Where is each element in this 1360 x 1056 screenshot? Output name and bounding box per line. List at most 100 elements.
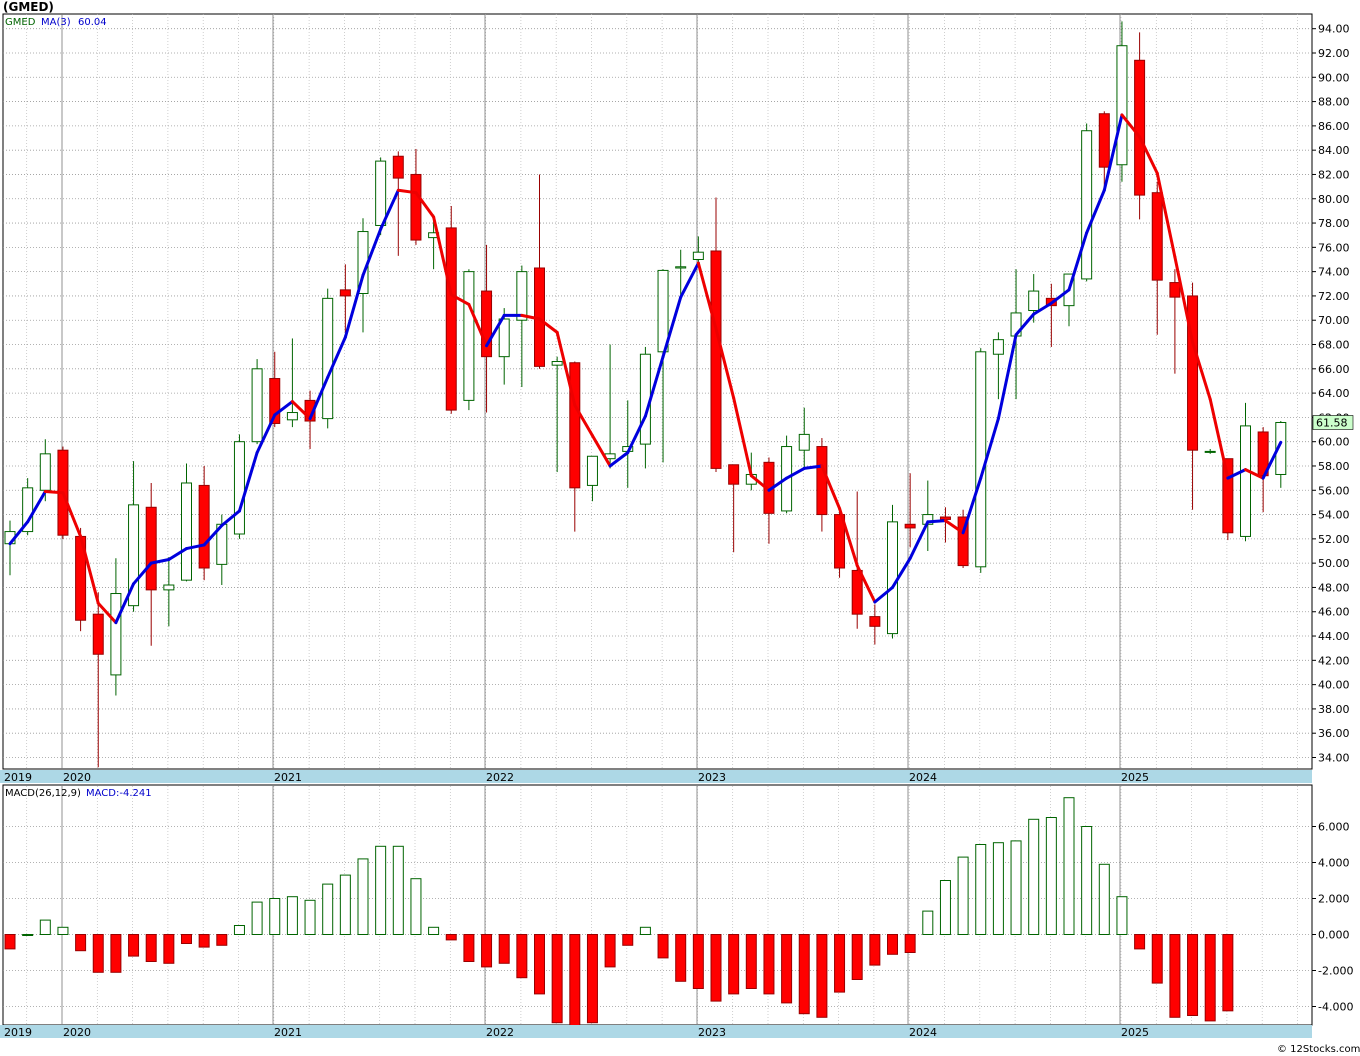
macd-tick-label: 2.000 <box>1318 893 1350 906</box>
macd-bar <box>816 934 828 1018</box>
macd-bar <box>286 896 298 936</box>
macd-bar <box>798 934 810 1015</box>
ma-segment <box>237 451 259 513</box>
ma-segment <box>1049 288 1071 305</box>
macd-bar <box>675 934 687 982</box>
macd-bar <box>75 934 87 952</box>
price-tick-label: 78.00 <box>1318 217 1350 230</box>
candle-body <box>728 464 740 485</box>
price-year-axis: 2019 2020 2021 2022 2023 2024 2025 <box>0 770 1312 784</box>
ma-segment <box>432 215 453 297</box>
macd-histogram <box>4 797 1234 1027</box>
price-tick-label: 82.00 <box>1318 168 1350 181</box>
candle-body <box>869 616 881 627</box>
macd-bar <box>181 934 192 944</box>
price-tick-label: 50.00 <box>1318 557 1350 570</box>
price-tick-label: 94.00 <box>1318 23 1350 36</box>
candle-body <box>322 297 334 420</box>
price-axis: 34.00 36.00 38.00 40.00 42.00 44.00 46.00 48.00… <box>1312 23 1350 765</box>
macd-bar <box>233 925 245 935</box>
macd-bar <box>904 934 916 953</box>
ma-segment <box>220 509 241 527</box>
macd-bar <box>1204 934 1216 1022</box>
candle-body <box>92 613 104 655</box>
price-year-label: 2024 <box>909 771 937 784</box>
last-price-label: 61.58 <box>1316 416 1348 429</box>
candle-body <box>1275 421 1287 475</box>
price-tick-label: 40.00 <box>1318 679 1350 692</box>
macd-year-label: 2024 <box>909 1026 937 1039</box>
macd-legend-value: MACD:-4.241 <box>86 788 152 799</box>
macd-bar <box>834 934 846 993</box>
candle-body <box>992 339 1004 355</box>
candle-body <box>1116 45 1128 166</box>
ma-segment <box>167 547 188 562</box>
candle-body <box>39 453 51 491</box>
macd-panel-frame <box>2 784 1313 1026</box>
candle-body <box>1098 113 1110 168</box>
macd-bar <box>22 934 34 936</box>
candle-body <box>1204 450 1216 453</box>
candle-body <box>110 593 122 676</box>
macd-tick-label: 6.000 <box>1318 821 1350 834</box>
candle-body <box>163 584 175 591</box>
macd-tick-label: 4.000 <box>1318 857 1350 870</box>
macd-bar <box>1187 934 1199 1016</box>
price-tick-label: 36.00 <box>1318 727 1350 740</box>
ma-segment <box>573 403 594 438</box>
price-tick-label: 48.00 <box>1318 581 1350 594</box>
candle-body <box>145 506 157 591</box>
candle-body <box>463 271 475 401</box>
candle-body <box>251 368 263 443</box>
ma-segment <box>749 474 771 492</box>
ma-segment <box>1032 301 1053 316</box>
ma-segment <box>1155 171 1177 259</box>
ma-segment <box>696 261 718 331</box>
ma-segment <box>43 489 65 495</box>
ma-segment <box>379 188 400 231</box>
macd-bar <box>1045 817 1057 935</box>
macd-bar <box>692 934 704 989</box>
ma-segment <box>96 601 118 625</box>
macd-bar <box>39 919 51 935</box>
ma-segment <box>1120 113 1142 139</box>
ma-segment <box>608 451 630 468</box>
ma-segment <box>414 191 436 219</box>
macd-axis: -4.000 -2.000 0.000 2.000 4.000 6.000 <box>1312 821 1353 1014</box>
price-panel-frame <box>2 13 1313 770</box>
candle-body <box>498 318 510 358</box>
ma-segment <box>732 396 753 478</box>
candle-body <box>957 516 969 567</box>
ma-segment <box>1191 340 1212 401</box>
macd-bar <box>339 874 351 935</box>
ma-segment <box>1067 231 1089 292</box>
ma-segment <box>555 330 577 407</box>
candle-body <box>445 227 457 411</box>
macd-bar <box>1116 896 1128 936</box>
ma-segment <box>1261 440 1283 480</box>
price-tick-label: 34.00 <box>1318 752 1350 765</box>
ma-segment <box>679 261 700 299</box>
ma-segment <box>290 400 312 421</box>
macd-bar <box>1063 797 1075 936</box>
price-tick-label: 38.00 <box>1318 703 1350 716</box>
ma-segment <box>308 375 330 421</box>
ma-segment <box>467 302 489 348</box>
ma-segment <box>802 464 824 470</box>
macd-bar <box>57 926 69 935</box>
macd-bar <box>1010 840 1022 936</box>
macd-bar <box>975 844 987 935</box>
macd-bar <box>1169 934 1181 1018</box>
price-year-label: 2022 <box>486 771 514 784</box>
price-year-label: 2019 <box>4 771 32 784</box>
macd-bar <box>251 901 263 935</box>
ma-segment <box>361 227 383 277</box>
chart-title: (GMED) <box>3 0 54 14</box>
ma-segment <box>838 506 859 568</box>
last-price-marker: 61.58 <box>1312 415 1354 430</box>
macd-bar <box>269 898 281 935</box>
candle-body <box>904 523 916 529</box>
price-tick-label: 92.00 <box>1318 47 1350 60</box>
macd-bar <box>534 934 545 995</box>
